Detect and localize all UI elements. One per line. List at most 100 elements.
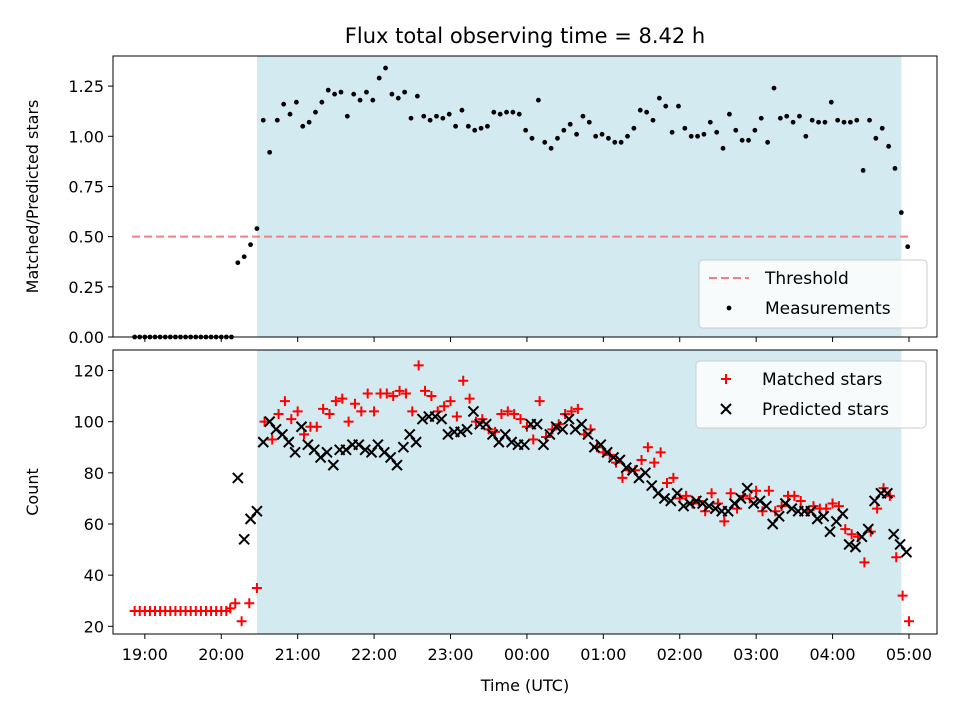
matched-point xyxy=(642,442,653,453)
measurement-point xyxy=(682,125,688,131)
measurement-point xyxy=(720,145,726,151)
matched-point xyxy=(662,478,673,489)
y-tick-label: 1.25 xyxy=(68,77,104,96)
measurement-point xyxy=(338,89,344,95)
x-tick-label: 21:00 xyxy=(275,645,321,664)
matched-point xyxy=(872,503,883,514)
measurement-point xyxy=(542,139,548,145)
top-y-axis-label: Matched/Predicted stars xyxy=(23,100,42,294)
measurement-point xyxy=(472,127,478,133)
measurement-point xyxy=(574,131,579,137)
predicted-point xyxy=(416,413,429,425)
measurement-point xyxy=(637,107,643,113)
matched-point xyxy=(617,472,628,483)
matched-point xyxy=(509,408,520,419)
y-tick-label: 0.00 xyxy=(68,328,104,347)
y-tick-label: 100 xyxy=(73,413,104,432)
top-panel: 0.00 0.25 0.50 0.75 1.00 1.25 Matched/Predict… xyxy=(23,55,938,347)
y-tick-label: 0.75 xyxy=(68,177,104,196)
y-tick-label: 40 xyxy=(84,566,104,585)
measurement-point xyxy=(790,119,796,125)
measurement-point xyxy=(408,115,414,121)
matched-point xyxy=(445,396,456,407)
measurement-point xyxy=(854,117,860,123)
measurement-point xyxy=(260,117,266,123)
top-axes-frame xyxy=(112,55,938,338)
measurement-point xyxy=(325,87,331,93)
x-axis: 19:00 20:00 21:00 22:00 23:00 00:00 01:00 02:00… xyxy=(122,634,932,664)
chart-title: Flux total observing time = 8.42 h xyxy=(345,24,705,48)
matched-point xyxy=(897,590,908,601)
matched-point xyxy=(668,472,679,483)
measurement-point xyxy=(235,260,241,266)
matched-point xyxy=(528,434,539,445)
bottom-axes-frame xyxy=(112,349,938,635)
matched-point xyxy=(763,485,774,496)
measurement-point xyxy=(567,121,573,127)
measurement-point xyxy=(758,115,764,121)
measurement-point xyxy=(886,143,892,149)
measurement-point xyxy=(809,117,815,123)
y-tick-label: 20 xyxy=(84,617,104,636)
x-tick-label: 02:00 xyxy=(657,645,703,664)
predicted-point xyxy=(556,423,569,436)
matched-point xyxy=(311,421,322,432)
measurement-point xyxy=(593,133,599,139)
matched-point xyxy=(789,490,800,501)
measurement-point xyxy=(440,115,446,121)
measurement-point xyxy=(822,119,828,125)
measurement-point xyxy=(351,91,357,97)
predicted-point xyxy=(837,508,849,520)
y-tick-label: 0.50 xyxy=(68,228,104,247)
matched-point xyxy=(706,488,717,499)
measurement-point xyxy=(816,119,821,125)
predicted-point xyxy=(735,492,747,505)
measurement-point xyxy=(688,133,694,139)
predicted-point xyxy=(582,428,594,441)
top-data-layer xyxy=(132,65,911,340)
series-dot xyxy=(132,65,911,340)
predicted-point xyxy=(563,413,575,425)
predicted-point xyxy=(575,418,588,430)
measurement-point xyxy=(548,145,554,151)
measurement-point xyxy=(332,91,338,97)
predicted-point xyxy=(518,438,531,451)
measurement-point xyxy=(306,119,312,125)
measurement-point xyxy=(739,137,745,143)
measurement-point xyxy=(898,210,904,215)
measurement-point xyxy=(644,109,650,115)
matched-point xyxy=(655,447,666,458)
measurement-point xyxy=(395,95,401,101)
measurement-point xyxy=(485,123,490,129)
matched-point xyxy=(324,408,335,419)
measurement-point xyxy=(606,135,611,141)
predicted-point xyxy=(257,436,269,448)
measurement-point xyxy=(313,109,318,115)
predicted-point xyxy=(429,410,441,423)
matched-point xyxy=(572,403,583,414)
predicted-point xyxy=(588,441,601,453)
legend-box xyxy=(695,360,927,429)
matched-point xyxy=(515,414,526,425)
matched-point xyxy=(369,406,380,417)
measurement-point xyxy=(867,117,872,123)
matched-point xyxy=(846,529,857,540)
measurement-point xyxy=(414,93,420,99)
measurement-point xyxy=(267,149,273,155)
predicted-point xyxy=(709,502,722,515)
matched-point xyxy=(496,408,507,419)
predicted-point xyxy=(454,426,467,438)
matched-point xyxy=(388,391,399,402)
measurement-point xyxy=(784,113,790,119)
measurement-point xyxy=(465,123,471,129)
predicted-point xyxy=(690,495,703,507)
matched-point xyxy=(400,388,411,399)
measurement-point xyxy=(357,97,363,103)
top-legend: Threshold Measurements xyxy=(698,259,928,329)
matched-point xyxy=(420,385,431,396)
predicted-point xyxy=(677,500,690,512)
y-tick-label: 1.00 xyxy=(68,127,104,146)
matched-point xyxy=(458,375,469,386)
measurement-point xyxy=(797,113,802,119)
matched-point xyxy=(636,455,647,466)
